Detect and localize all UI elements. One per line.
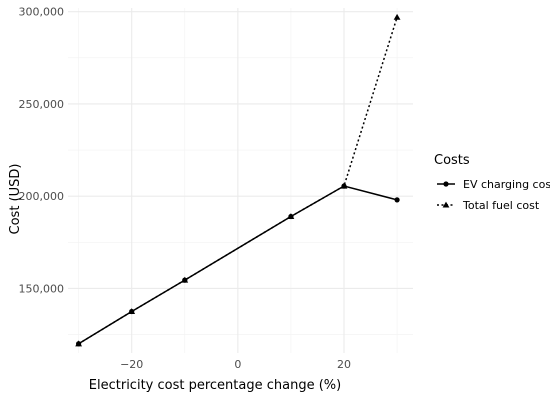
data-point — [182, 277, 188, 283]
x-axis-title: Electricity cost percentage change (%) — [89, 378, 341, 393]
series-ev-charging-cost — [76, 183, 400, 347]
tick-labels: −20 0 20 150,000 200,000 250,000 300,000 — [19, 6, 352, 371]
y-tick-label: 250,000 — [19, 98, 65, 111]
legend-label: Total fuel cost — [462, 199, 540, 212]
legend-title: Costs — [434, 153, 470, 168]
data-point — [76, 341, 82, 347]
x-tick-label: 0 — [234, 358, 241, 371]
y-tick-label: 300,000 — [19, 6, 65, 19]
y-tick-label: 150,000 — [19, 282, 65, 295]
data-point — [341, 183, 347, 189]
legend-key-marker — [442, 201, 450, 208]
x-tick-label: 20 — [337, 358, 351, 371]
grid — [68, 8, 413, 353]
series-line — [78, 185, 398, 345]
legend-label: EV charging cost — [463, 178, 550, 191]
data-point — [129, 308, 135, 315]
y-axis-title: Cost (USD) — [8, 164, 23, 235]
data-point — [393, 13, 401, 20]
legend: Costs EV charging cost Total fuel cost — [434, 153, 550, 212]
legend-item: Total fuel cost — [437, 199, 540, 212]
legend-item: EV charging cost — [437, 178, 550, 191]
legend-items: EV charging cost Total fuel cost — [437, 178, 550, 212]
data-point — [288, 213, 294, 220]
legend-key-marker — [443, 181, 449, 187]
x-tick-label: −20 — [120, 358, 143, 371]
data-point — [394, 197, 400, 203]
y-tick-label: 200,000 — [19, 190, 65, 203]
series-layer — [75, 13, 401, 347]
